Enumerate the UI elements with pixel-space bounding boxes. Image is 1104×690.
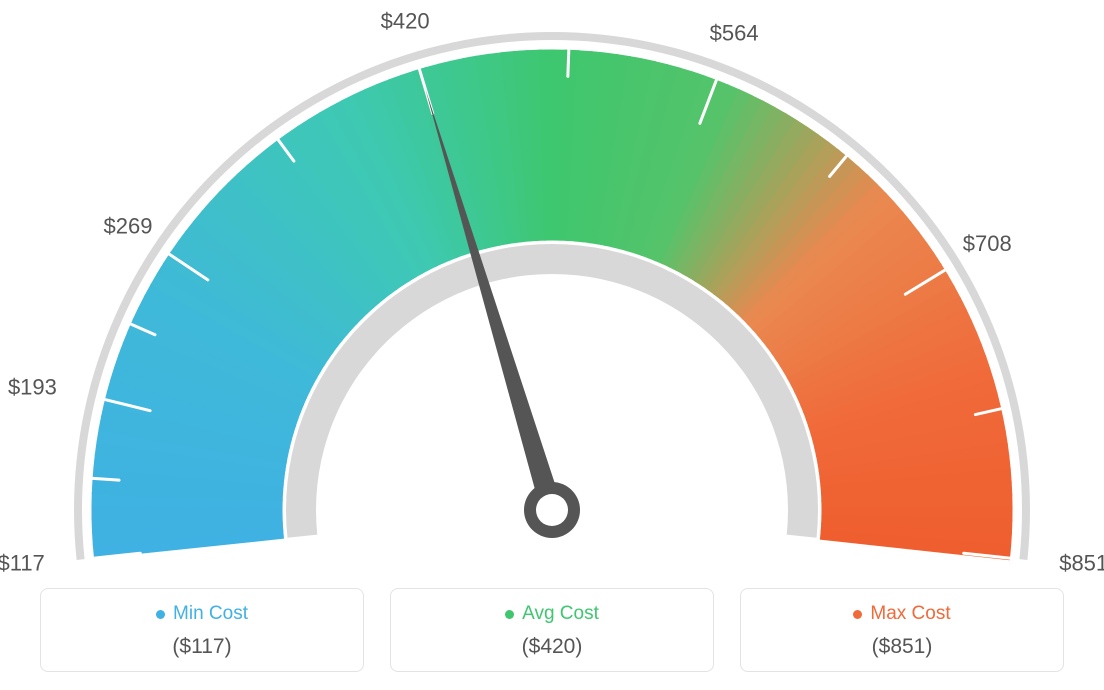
legend-card-avg: Avg Cost ($420)	[390, 588, 714, 672]
legend-dot-min	[156, 610, 165, 619]
legend-title-min: Min Cost	[156, 603, 248, 625]
legend-row: Min Cost ($117) Avg Cost ($420) Max Cost…	[0, 588, 1104, 672]
legend-value-avg: ($420)	[401, 635, 703, 659]
legend-title-max: Max Cost	[853, 603, 950, 625]
gauge-tick-label: $708	[963, 231, 1012, 256]
gauge-tick-label: $193	[8, 375, 57, 400]
gauge-tick-label: $851	[1059, 550, 1104, 575]
legend-card-min: Min Cost ($117)	[40, 588, 364, 672]
gauge-tick-label: $117	[0, 550, 45, 575]
legend-dot-max	[853, 610, 862, 619]
legend-value-min: ($117)	[51, 635, 353, 659]
legend-title-text-max: Max Cost	[870, 603, 950, 625]
gauge-tick-label: $269	[104, 214, 153, 239]
legend-title-text-avg: Avg Cost	[522, 603, 599, 625]
legend-card-max: Max Cost ($851)	[740, 588, 1064, 672]
cost-gauge-chart: $117 $193 $269 $420 $564 $708 $851 Min Cost ($…	[0, 0, 1104, 690]
gauge-tick-label: $420	[381, 9, 430, 34]
gauge-needle-hub-inner	[536, 494, 568, 526]
legend-dot-avg	[505, 610, 514, 619]
legend-title-avg: Avg Cost	[505, 603, 599, 625]
gauge-tick-label: $564	[710, 21, 759, 46]
legend-value-max: ($851)	[751, 635, 1053, 659]
legend-title-text-min: Min Cost	[173, 603, 248, 625]
gauge-svg: $117 $193 $269 $420 $564 $708 $851	[0, 0, 1104, 576]
